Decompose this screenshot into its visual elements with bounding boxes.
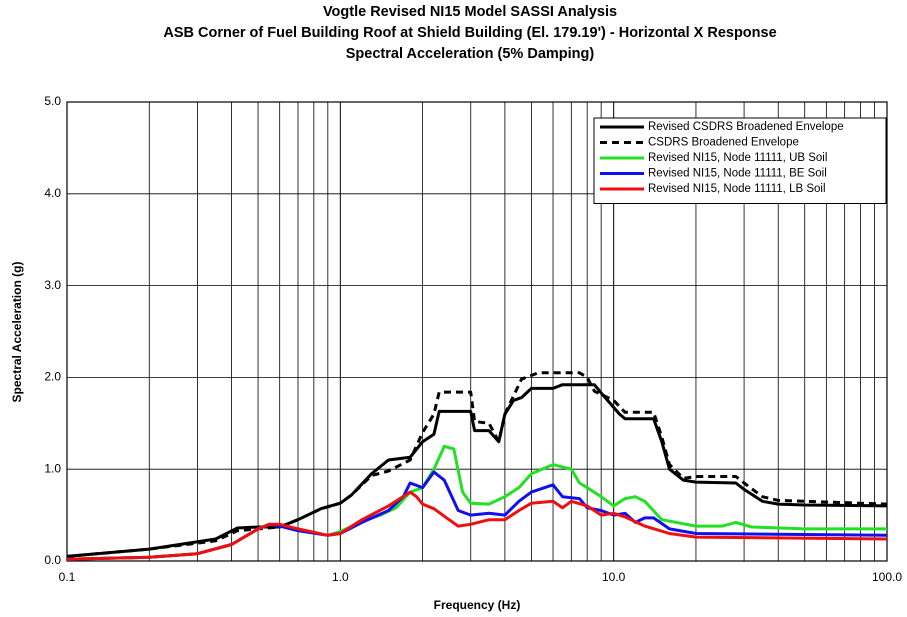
y-tick-label: 0.0 bbox=[44, 553, 61, 567]
y-tick-label: 5.0 bbox=[44, 94, 61, 108]
x-tick-label: 1.0 bbox=[332, 570, 349, 584]
chart-title: Spectral Acceleration (5% Damping) bbox=[346, 46, 595, 62]
x-tick-label: 10.0 bbox=[602, 570, 626, 584]
series-line bbox=[66, 490, 888, 561]
legend-label: Revised NI15, Node 11111, BE Soil bbox=[648, 168, 827, 180]
legend-label: Revised NI15, Node 11111, LB Soil bbox=[648, 183, 826, 195]
y-axis-label: Spectral Acceleration (g) bbox=[10, 262, 24, 403]
x-tick-label: 0.1 bbox=[59, 570, 76, 584]
legend-label: Revised NI15, Node 11111, UB Soil bbox=[648, 152, 827, 164]
legend-label: Revised CSDRS Broadened Envelope bbox=[648, 121, 844, 133]
y-tick-label: 3.0 bbox=[44, 278, 61, 292]
y-tick-label: 1.0 bbox=[44, 461, 61, 475]
x-tick-label: 100.0 bbox=[872, 570, 902, 584]
chart-title: Vogtle Revised NI15 Model SASSI Analysis bbox=[323, 4, 617, 20]
plot-border bbox=[66, 101, 888, 562]
chart-title: ASB Corner of Fuel Building Roof at Shie… bbox=[163, 25, 776, 41]
legend-label: CSDRS Broadened Envelope bbox=[648, 137, 799, 149]
x-axis-label: Frequency (Hz) bbox=[434, 598, 521, 612]
y-tick-label: 2.0 bbox=[44, 370, 61, 384]
y-tick-label: 4.0 bbox=[44, 186, 61, 200]
